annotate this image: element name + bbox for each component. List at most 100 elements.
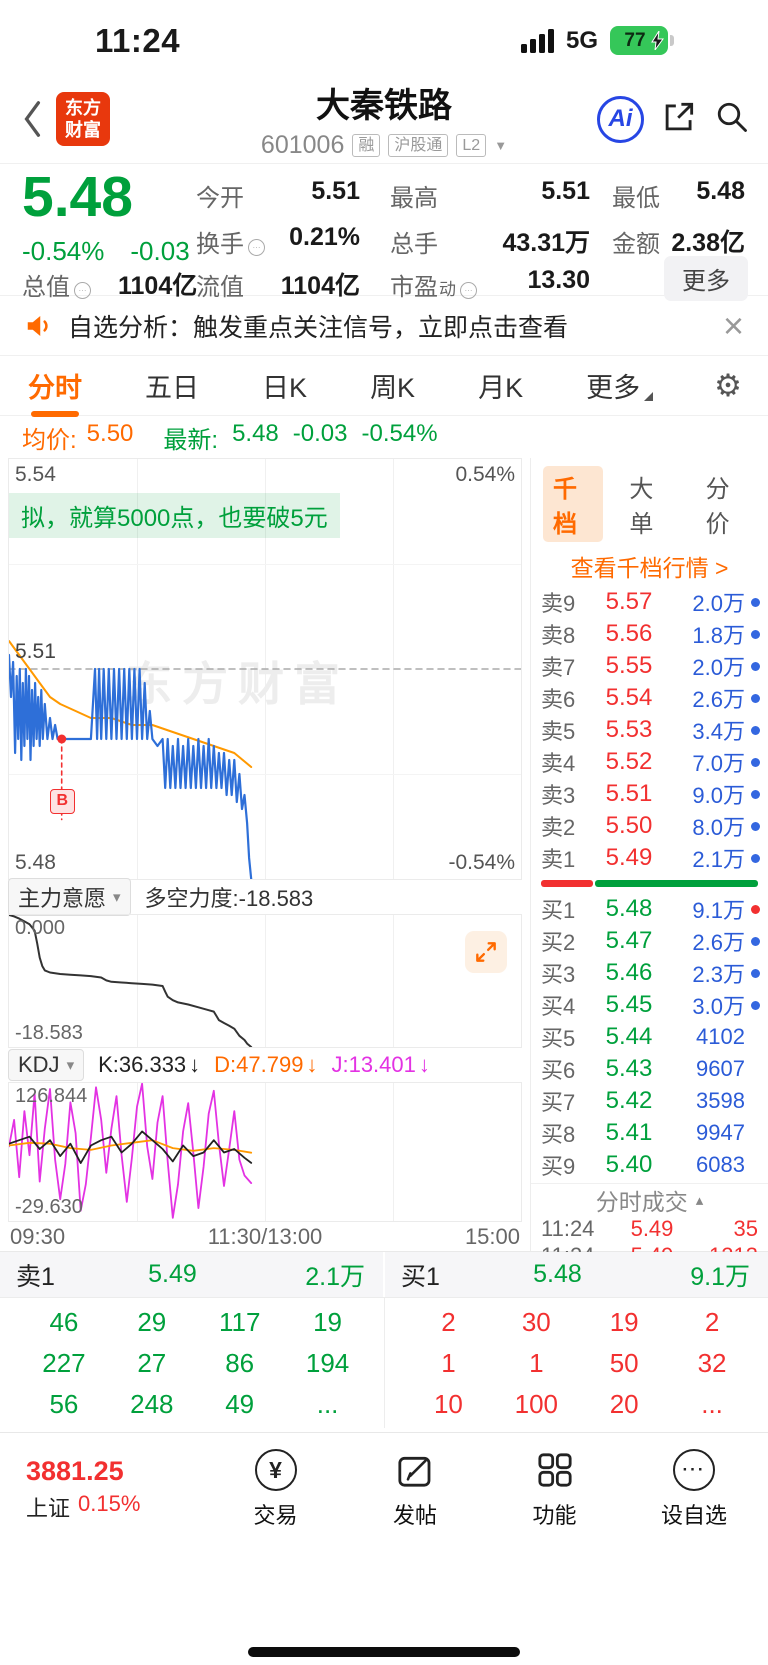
tab-more[interactable]: 更多 bbox=[584, 354, 655, 417]
price-line-canvas bbox=[9, 459, 521, 879]
app-logo[interactable]: 东方 财富 bbox=[56, 92, 110, 146]
queue-lot: 29 bbox=[137, 1307, 167, 1337]
tab-rik[interactable]: 日K bbox=[262, 373, 308, 403]
kdj-selector[interactable]: KDJ ▾ bbox=[8, 1049, 85, 1081]
tab-fenshi[interactable]: 分时 bbox=[26, 354, 84, 417]
order-queue: 46 29 117 19 227 27 86 194 56 248 49 ... bbox=[0, 1298, 768, 1428]
nav-functions[interactable]: 功能 bbox=[507, 1449, 603, 1530]
buy-sell-gauge bbox=[541, 880, 758, 887]
expand-icon[interactable] bbox=[465, 931, 507, 973]
yen-icon: ¥ bbox=[254, 1449, 297, 1491]
order-price: 5.42 bbox=[605, 1087, 653, 1114]
sell-order-row[interactable]: 卖5 5.53 3.4万 bbox=[531, 714, 768, 746]
buy-order-row[interactable]: 买4 5.45 3.0万 bbox=[531, 989, 768, 1021]
order-price: 5.40 bbox=[605, 1151, 653, 1178]
qiandang-link[interactable]: 查看千档行情 > bbox=[570, 555, 729, 581]
order-price: 5.54 bbox=[605, 684, 653, 711]
nav-trade[interactable]: ¥ 交易 bbox=[228, 1449, 324, 1530]
queue-lot: 20 bbox=[609, 1389, 639, 1419]
order-dot bbox=[751, 629, 760, 639]
sell-order-row[interactable]: 卖3 5.51 9.0万 bbox=[531, 778, 768, 810]
order-dot bbox=[751, 757, 760, 767]
buy-order-row[interactable]: 买7 5.42 3598 bbox=[531, 1085, 768, 1117]
tab-fenjia[interactable]: 分价 bbox=[705, 476, 730, 538]
tick-list-header[interactable]: 分时成交 ▴ bbox=[531, 1183, 768, 1215]
order-volume: 2.6万 bbox=[692, 930, 745, 955]
gear-icon[interactable]: ⚙ bbox=[714, 367, 742, 403]
ai-assistant-button[interactable]: Ai bbox=[597, 95, 644, 143]
sell-order-row[interactable]: 卖4 5.52 7.0万 bbox=[531, 746, 768, 778]
info-icon[interactable]: ··· bbox=[248, 239, 265, 256]
sell-order-row[interactable]: 卖7 5.55 2.0万 bbox=[531, 650, 768, 682]
sell-order-row[interactable]: 卖1 5.49 2.1万 bbox=[531, 842, 768, 874]
nav-watchlist[interactable]: ··· 设自选 bbox=[646, 1449, 742, 1530]
share-button[interactable] bbox=[660, 98, 698, 141]
order-price: 5.52 bbox=[605, 748, 653, 775]
volume-value: 43.31万 bbox=[502, 229, 590, 257]
order-level-label: 卖6 bbox=[541, 687, 576, 712]
avg-value: 5.50 bbox=[86, 419, 134, 447]
tab-zhouk[interactable]: 周K bbox=[370, 373, 416, 403]
order-dot bbox=[751, 661, 760, 671]
floatcap-value: 1104亿 bbox=[280, 272, 360, 300]
sell-order-row[interactable]: 卖6 5.54 2.6万 bbox=[531, 682, 768, 714]
order-volume: 3.4万 bbox=[692, 719, 745, 744]
order-level-label: 卖2 bbox=[541, 815, 576, 840]
tab-qiandang[interactable]: 千档 bbox=[543, 466, 604, 542]
search-button[interactable] bbox=[714, 99, 750, 140]
close-icon[interactable]: × bbox=[722, 304, 744, 346]
zhuli-min-label: -18.583 bbox=[15, 1022, 83, 1044]
intraday-chart[interactable]: 东方财富 5.54 0.54% 5.51 5.48 -0.54% 拟，就算500… bbox=[8, 458, 522, 880]
order-volume: 7.0万 bbox=[692, 751, 745, 776]
info-icon[interactable]: ··· bbox=[460, 282, 477, 299]
prev-close-label: 5.51 bbox=[15, 640, 56, 663]
buy-order-row[interactable]: 买9 5.40 6083 bbox=[531, 1149, 768, 1181]
order-level-label: 买1 bbox=[541, 898, 576, 923]
buy-order-row[interactable]: 买6 5.43 9607 bbox=[531, 1053, 768, 1085]
order-volume: 6083 bbox=[696, 1152, 745, 1177]
back-button[interactable] bbox=[20, 99, 46, 139]
tab-wuri[interactable]: 五日 bbox=[145, 373, 200, 403]
time-open: 09:30 bbox=[10, 1224, 66, 1249]
buy1-price: 5.48 bbox=[533, 1260, 582, 1288]
buy-order-row[interactable]: 买1 5.48 9.1万 bbox=[531, 893, 768, 925]
sell-order-row[interactable]: 卖8 5.56 1.8万 bbox=[531, 618, 768, 650]
floatcap-label: 流值 bbox=[196, 274, 244, 301]
tab-yuek[interactable]: 月K bbox=[478, 373, 524, 403]
notice-bar[interactable]: 自选分析：触发重点关注信号，立即点击查看 × bbox=[0, 296, 768, 356]
indicator-selector[interactable]: 主力意愿 ▾ bbox=[8, 878, 131, 916]
sell1-volume: 2.1万 bbox=[305, 1262, 365, 1291]
order-price: 5.48 bbox=[605, 895, 653, 922]
down-arrow-icon: ↓ bbox=[306, 1052, 318, 1077]
order-price: 5.46 bbox=[605, 959, 653, 986]
news-annotation[interactable]: 拟，就算5000点，也要破5元 bbox=[9, 493, 340, 538]
l2-badge: L2 bbox=[456, 133, 487, 158]
buy-order-row[interactable]: 买5 5.44 4102 bbox=[531, 1021, 768, 1053]
queue-lot: 50 bbox=[609, 1348, 639, 1378]
turnover-label: 换手 ··· bbox=[196, 224, 265, 259]
tab-dadan[interactable]: 大单 bbox=[629, 476, 654, 538]
sell-order-row[interactable]: 卖2 5.50 8.0万 bbox=[531, 810, 768, 842]
zhuli-chart[interactable]: 0.000 -18.583 bbox=[8, 914, 522, 1048]
buy-order-row[interactable]: 买3 5.46 2.3万 bbox=[531, 957, 768, 989]
buy-order-row[interactable]: 买8 5.41 9947 bbox=[531, 1117, 768, 1149]
chart-column: 东方财富 5.54 0.54% 5.51 5.48 -0.54% 拟，就算500… bbox=[0, 458, 530, 1251]
order-volume: 9947 bbox=[696, 1120, 745, 1145]
sell-order-row[interactable]: 卖9 5.57 2.0万 bbox=[531, 586, 768, 618]
gridline bbox=[137, 915, 138, 1047]
queue-lot: 227 bbox=[42, 1348, 86, 1378]
queue-lot: 10 bbox=[433, 1389, 463, 1419]
buy1-label: 买1 bbox=[401, 1262, 440, 1291]
nav-post[interactable]: 发帖 bbox=[367, 1449, 463, 1530]
low-label: 最低 bbox=[612, 185, 660, 212]
buy-order-row[interactable]: 买2 5.47 2.6万 bbox=[531, 925, 768, 957]
kdj-chart[interactable]: 126.844 -29.630 bbox=[8, 1082, 522, 1222]
chevron-down-icon[interactable]: ▼ bbox=[494, 138, 508, 153]
queue-lot: 1 bbox=[441, 1348, 456, 1378]
logo-line-1: 东方 bbox=[65, 97, 101, 118]
index-summary[interactable]: 3881.25 上证 0.15% bbox=[26, 1456, 184, 1523]
more-button[interactable]: 更多 bbox=[664, 256, 748, 301]
change-amount: -0.03 bbox=[130, 236, 190, 266]
compose-icon bbox=[398, 1456, 431, 1487]
info-icon[interactable]: ··· bbox=[74, 282, 91, 299]
